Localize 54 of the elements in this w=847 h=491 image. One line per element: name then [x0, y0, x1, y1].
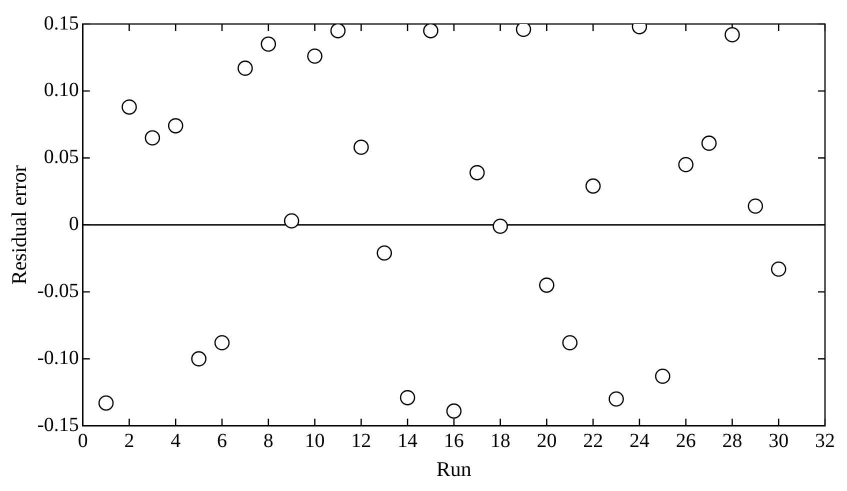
- x-tick-label: 22: [583, 430, 604, 452]
- point: [562, 335, 578, 350]
- point: [655, 368, 670, 384]
- point: [260, 36, 276, 52]
- point: [701, 136, 717, 151]
- y-tick-label: 0.10: [44, 79, 79, 102]
- point: [748, 198, 764, 214]
- y-tick-label: -0.05: [37, 280, 79, 302]
- y-tick-label: -0.15: [37, 414, 79, 436]
- point: [724, 27, 740, 42]
- y-axis-title: Residual error: [7, 165, 32, 285]
- point: [423, 24, 438, 38]
- y-tick-label: 0: [68, 213, 79, 236]
- point: [400, 390, 416, 406]
- point: [678, 156, 694, 172]
- point: [516, 24, 532, 38]
- point: [214, 335, 230, 350]
- point: [191, 351, 206, 366]
- y-tick-label: -0.10: [37, 347, 79, 370]
- point: [585, 178, 601, 194]
- x-tick-label: 18: [490, 430, 510, 452]
- x-tick-label: 28: [722, 430, 742, 452]
- x-tick-label: 14: [398, 430, 418, 452]
- point: [770, 261, 786, 277]
- point: [354, 140, 369, 155]
- x-tick-label: 10: [304, 430, 325, 452]
- point: [168, 118, 184, 134]
- point: [376, 245, 392, 261]
- point: [284, 213, 300, 229]
- point: [469, 165, 485, 180]
- point: [608, 391, 624, 407]
- x-tick-label: 26: [676, 430, 696, 452]
- point: [446, 403, 462, 419]
- point: [238, 60, 253, 76]
- point: [492, 218, 508, 234]
- x-axis-title: Run: [436, 456, 472, 481]
- point: [539, 278, 554, 293]
- y-tick-label: 0.15: [44, 12, 79, 34]
- x-tick-label: 32: [815, 430, 835, 452]
- x-tick-label: 12: [351, 430, 372, 452]
- x-tick-label: 24: [629, 430, 650, 452]
- point: [98, 395, 114, 411]
- x-tick-label: 2: [124, 430, 134, 452]
- x-tick-label: 8: [263, 430, 274, 452]
- y-tick-label: 0.05: [44, 146, 79, 168]
- x-tick-label: 20: [536, 430, 557, 452]
- point: [330, 24, 346, 38]
- x-tick-label: 6: [217, 430, 228, 452]
- x-tick-label: 4: [170, 430, 181, 452]
- point: [144, 130, 160, 146]
- x-tick-label: 30: [768, 430, 789, 452]
- point: [307, 48, 322, 64]
- point: [122, 99, 137, 115]
- x-tick-label: 16: [444, 430, 464, 452]
